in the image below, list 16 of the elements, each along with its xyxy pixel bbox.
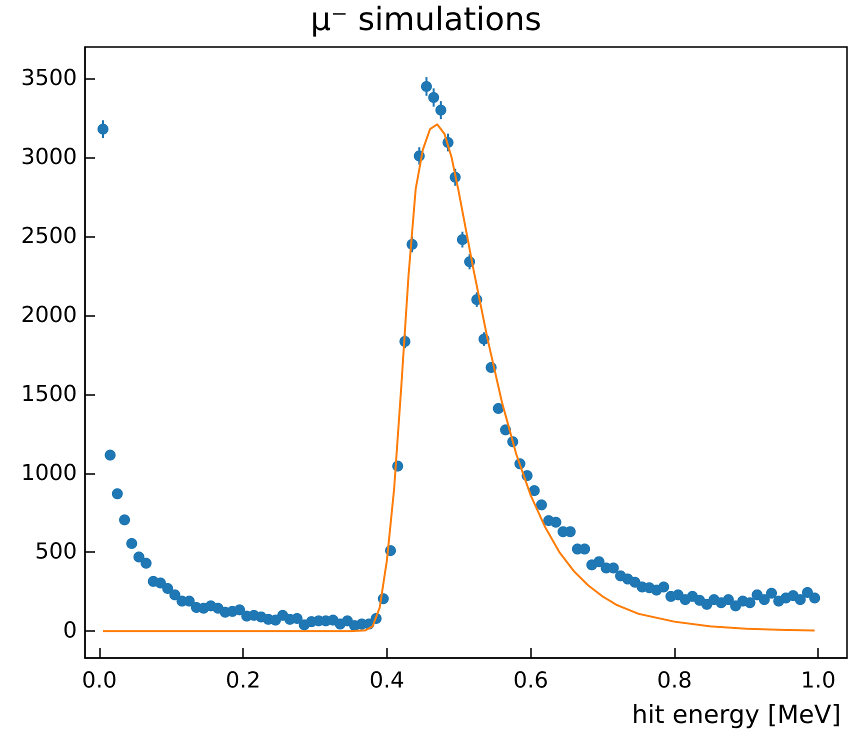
y-tick-label: 3000 [21,145,77,170]
y-tick-label: 500 [35,540,77,565]
x-axis-title: hit energy [MeV] [632,700,841,729]
x-tick-label: 1.0 [800,668,836,694]
x-tick-label: 0.8 [656,668,692,694]
y-tick-label: 3500 [21,66,77,92]
y-tick-label: 1000 [21,460,77,486]
y-tick-label: 0 [63,618,77,644]
y-tick-label: 2500 [21,224,77,249]
x-tick-label: 0.0 [82,668,117,694]
x-tick-label: 0.4 [369,668,404,694]
y-tick-label: 1500 [21,382,77,407]
chart-title: μ⁻ simulations [310,0,542,38]
x-tick-label: 0.6 [513,668,548,694]
y-tick-label: 2000 [21,302,77,328]
x-tick-label: 0.2 [226,668,261,694]
